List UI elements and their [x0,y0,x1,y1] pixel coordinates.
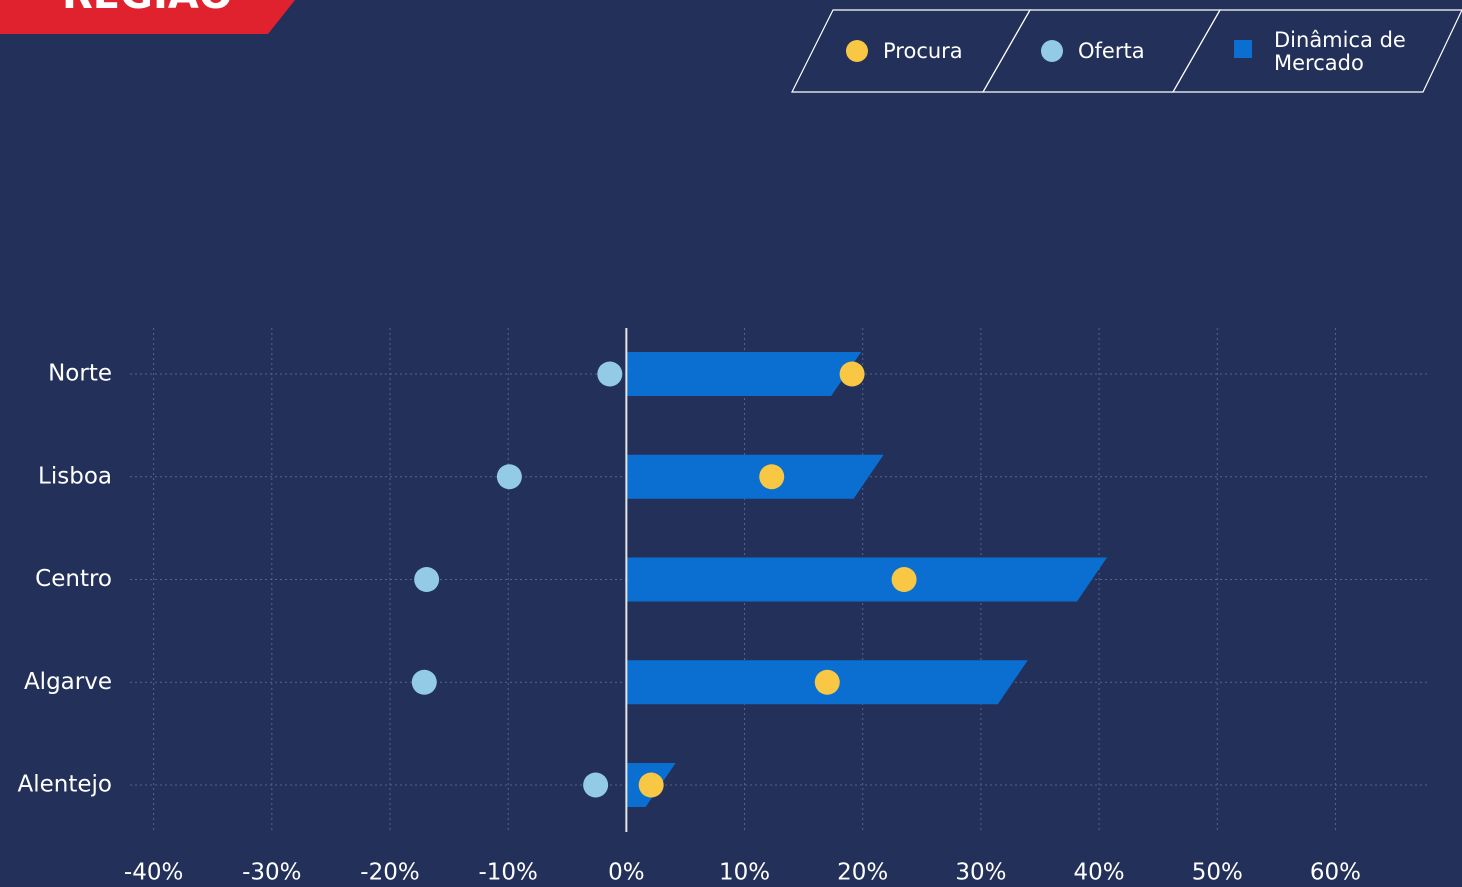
x-tick-label: -10% [478,860,537,886]
legend-marker [846,40,868,62]
legend-label: Oferta [1078,39,1145,63]
x-tick-label: -40% [124,860,183,886]
bar [626,557,1107,602]
dot [414,567,440,592]
bar [626,352,862,396]
dot [583,772,609,798]
legend-label: Dinâmica de Mercado [1274,28,1406,75]
bar [626,454,884,499]
y-tick-label: Norte [48,361,112,387]
x-tick-label: 60% [1310,860,1361,886]
legend-frame [791,9,1462,93]
x-tick-label: -30% [242,860,301,886]
title-tab [0,0,295,34]
x-tick-label: -20% [360,860,419,886]
x-tick-label: 50% [1192,860,1243,886]
x-tick-label: 30% [955,860,1006,886]
dot [891,567,917,592]
y-tick-label: Centro [35,566,112,592]
x-tick-label: 10% [719,860,770,886]
y-tick-label: Alentejo [18,772,112,798]
dot [814,669,840,695]
dot [759,464,785,490]
x-tick-label: 20% [837,860,888,886]
legend-label: Procura [883,39,963,63]
dot [496,464,522,490]
dot [839,361,865,387]
legend-marker [1234,40,1252,58]
dot [597,361,623,387]
y-tick-label: Algarve [24,669,112,695]
dot [638,772,664,798]
chart-title: REGIÃO [62,0,233,18]
dot [411,669,437,695]
legend-marker [1041,40,1063,62]
x-tick-label: 40% [1074,860,1125,886]
y-tick-label: Lisboa [38,463,112,489]
x-tick-label: 0% [608,860,645,886]
